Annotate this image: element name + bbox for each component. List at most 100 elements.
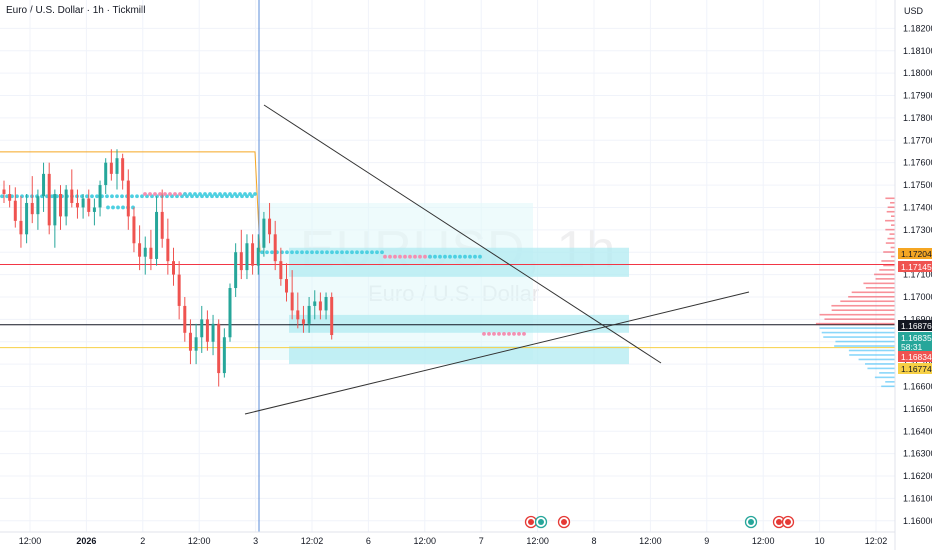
price-tick-label: 1.16200 <box>903 471 932 481</box>
candle-body <box>313 301 317 306</box>
dot-level <box>403 254 407 259</box>
price-label-badge <box>898 363 932 374</box>
candle-body <box>115 158 119 174</box>
dot-level <box>203 192 207 196</box>
dot-level <box>413 254 417 259</box>
dot-level <box>208 192 212 196</box>
price-label-badge <box>898 332 932 352</box>
supply-zone <box>289 247 629 277</box>
volume-profile-bar <box>824 318 895 320</box>
event-icon-dot <box>538 519 544 525</box>
candle-body <box>245 243 249 271</box>
volume-profile-bar <box>819 327 895 329</box>
volume-profile-bar <box>881 260 895 262</box>
analysis-zone <box>260 203 533 360</box>
descending-trendline <box>263 104 662 364</box>
dot-level <box>458 254 462 259</box>
volume-profile-bar <box>851 291 895 294</box>
dot-level <box>330 250 334 255</box>
dot-level <box>320 250 324 255</box>
dot-level <box>502 332 506 336</box>
event-icon-dot <box>785 519 791 525</box>
price-tick-label: 1.16000 <box>903 516 932 526</box>
dot-level <box>305 250 309 255</box>
candle-body <box>296 310 300 320</box>
dot-level <box>121 205 125 210</box>
price-tick-label: 1.17900 <box>903 91 932 101</box>
dot-level <box>383 254 387 259</box>
volume-profile-bar <box>863 282 895 285</box>
time-tick-label: 2 <box>140 536 145 546</box>
dot-level <box>153 192 157 196</box>
volume-profile-bar <box>821 331 895 334</box>
volume-profile-bar <box>885 197 895 200</box>
candle-body <box>256 247 260 266</box>
volume-profile-bar <box>887 237 895 240</box>
candle-body <box>172 261 175 275</box>
dot-level <box>188 192 192 196</box>
price-tick-label: 1.18000 <box>903 68 932 78</box>
candle-body <box>268 218 272 235</box>
time-tick-label: 8 <box>591 536 596 546</box>
dot-level <box>492 332 496 336</box>
dot-level <box>5 194 9 199</box>
dot-level <box>315 250 319 255</box>
volume-profile-bar <box>890 255 895 258</box>
price-tick-label: 1.17500 <box>903 180 932 190</box>
dot-level <box>335 250 339 255</box>
dot-level <box>116 205 120 210</box>
dot-level <box>365 250 369 255</box>
candle-body <box>64 189 68 217</box>
time-tick-label: 10 <box>815 536 825 546</box>
dot-level <box>105 194 109 199</box>
candle-body <box>211 323 215 342</box>
dot-level <box>50 194 54 199</box>
volume-profile-bar <box>885 219 895 222</box>
volume-profile-bar <box>886 210 895 213</box>
price-tick-label: 1.17400 <box>903 202 932 212</box>
event-icon-dot <box>561 519 567 525</box>
candle-body <box>205 319 209 342</box>
dot-level <box>193 192 197 196</box>
dot-level <box>233 192 237 196</box>
candle-body <box>194 337 198 351</box>
candle-body <box>109 162 113 174</box>
price-label-text: 1.16876 <box>901 321 932 331</box>
volume-profile-bar <box>890 201 895 204</box>
volume-profile-bar <box>865 363 895 365</box>
volume-profile-bar <box>879 372 895 374</box>
candle-body <box>143 247 147 257</box>
price-tick-label: 1.16600 <box>903 382 932 392</box>
dot-level <box>433 254 437 259</box>
time-tick-label: 12:00 <box>752 536 775 546</box>
dot-level <box>398 254 402 259</box>
dot-level <box>473 254 477 259</box>
dot-level <box>90 194 94 199</box>
time-tick-label: 2026 <box>76 536 96 546</box>
candle-body <box>318 301 322 311</box>
candle-body <box>75 202 79 208</box>
candle-body <box>285 279 288 293</box>
candle-body <box>290 292 294 311</box>
candle-body <box>19 220 23 235</box>
candle-body <box>251 243 255 266</box>
volume-profile-bar <box>831 309 895 312</box>
candle-body <box>301 319 305 324</box>
candle-body <box>234 252 238 289</box>
price-label-text: 1.17145 <box>901 262 932 272</box>
candle-body <box>36 196 40 215</box>
time-tick-label: 12:02 <box>301 536 324 546</box>
candle-body <box>30 202 34 215</box>
candle-body <box>47 173 51 226</box>
price-tick-label: 1.16400 <box>903 426 932 436</box>
demand-zone <box>289 346 629 365</box>
volume-profile-bar <box>823 336 895 338</box>
dot-level <box>285 250 289 255</box>
price-tick-label: 1.16900 <box>903 314 932 324</box>
event-icon-dot <box>748 519 754 525</box>
dot-level <box>110 194 114 199</box>
orange-level-line <box>0 151 261 253</box>
time-tick-label: 12:00 <box>526 536 549 546</box>
price-label-badge <box>898 351 932 362</box>
